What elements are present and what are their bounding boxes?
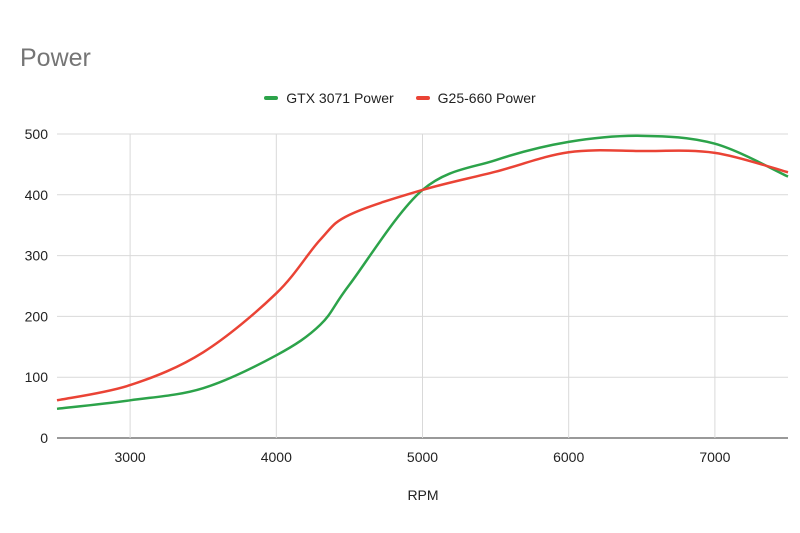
legend-swatch	[264, 96, 279, 100]
series-line	[56, 134, 789, 411]
legend-item: GTX 3071 Power	[264, 90, 394, 106]
x-tick-label: 6000	[553, 449, 584, 465]
y-tick-label: 200	[25, 308, 49, 324]
legend-label: GTX 3071 Power	[286, 90, 394, 106]
y-tick-label: 300	[25, 248, 49, 264]
x-tick-label: 5000	[407, 449, 438, 465]
x-axis-label: RPM	[407, 487, 438, 503]
x-tick-label: 3000	[115, 449, 146, 465]
series-line	[56, 149, 789, 402]
y-tick-label: 500	[25, 126, 49, 142]
legend-item: G25-660 Power	[415, 90, 536, 106]
y-tick-label: 100	[25, 369, 49, 385]
x-tick-label: 4000	[261, 449, 292, 465]
legend-label: G25-660 Power	[437, 90, 536, 106]
chart-title: Power	[20, 44, 91, 72]
legend-swatch	[415, 96, 430, 100]
y-tick-label: 400	[25, 187, 49, 203]
legend: GTX 3071 Power G25-660 Power	[0, 90, 800, 106]
x-tick-label: 7000	[699, 449, 730, 465]
y-tick-label: 0	[40, 430, 48, 446]
